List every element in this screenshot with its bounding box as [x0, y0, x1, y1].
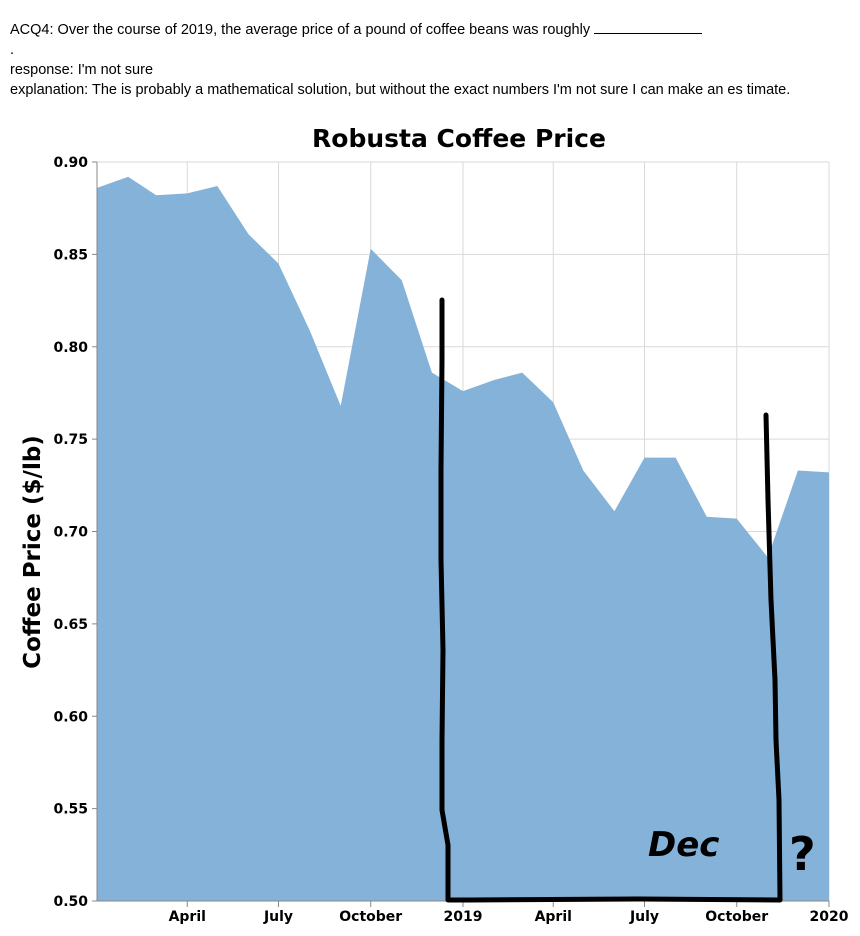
y-tick-label: 0.60 — [53, 709, 88, 725]
x-tick-label: July — [263, 909, 293, 925]
response-text: response: I'm not sure — [10, 62, 154, 78]
annotation-question-mark: ? — [789, 827, 816, 881]
answer-blank — [594, 19, 703, 34]
x-tick-label: July — [629, 909, 659, 925]
y-tick-label: 0.55 — [53, 802, 88, 818]
y-tick-label: 0.90 — [53, 155, 88, 171]
annotation-month: Dec — [648, 825, 719, 865]
question-period: . — [10, 42, 15, 58]
chart-title: Robusta Coffee Price — [312, 124, 606, 153]
y-tick-label: 0.85 — [53, 247, 88, 263]
question-text: ACQ4: Over the course of 2019, the avera… — [10, 22, 591, 38]
x-tick-label: October — [705, 909, 768, 925]
x-tick-label: April — [169, 909, 206, 925]
y-axis-title: Coffee Price ($/lb) — [20, 435, 46, 669]
hand-annotation: Dec ? — [438, 297, 816, 903]
x-tick-label: 2019 — [444, 909, 483, 925]
question-panel: ACQ4: Over the course of 2019, the avera… — [10, 19, 850, 100]
y-tick-label: 0.75 — [53, 432, 88, 448]
y-tick-label: 0.80 — [53, 340, 88, 356]
y-tick-label: 0.65 — [53, 617, 88, 633]
x-tick-label: 2020 — [810, 909, 849, 925]
explanation-text: explanation: The is probably a mathemati… — [10, 82, 791, 98]
question-line: ACQ4: Over the course of 2019, the avera… — [10, 19, 850, 40]
y-tick-label: 0.70 — [53, 525, 88, 541]
annotation-bracket-left — [438, 297, 783, 903]
x-tick-label: October — [339, 909, 402, 925]
price-area — [97, 176, 829, 902]
y-tick-label: 0.50 — [53, 894, 88, 910]
x-tick-label: April — [535, 909, 572, 925]
